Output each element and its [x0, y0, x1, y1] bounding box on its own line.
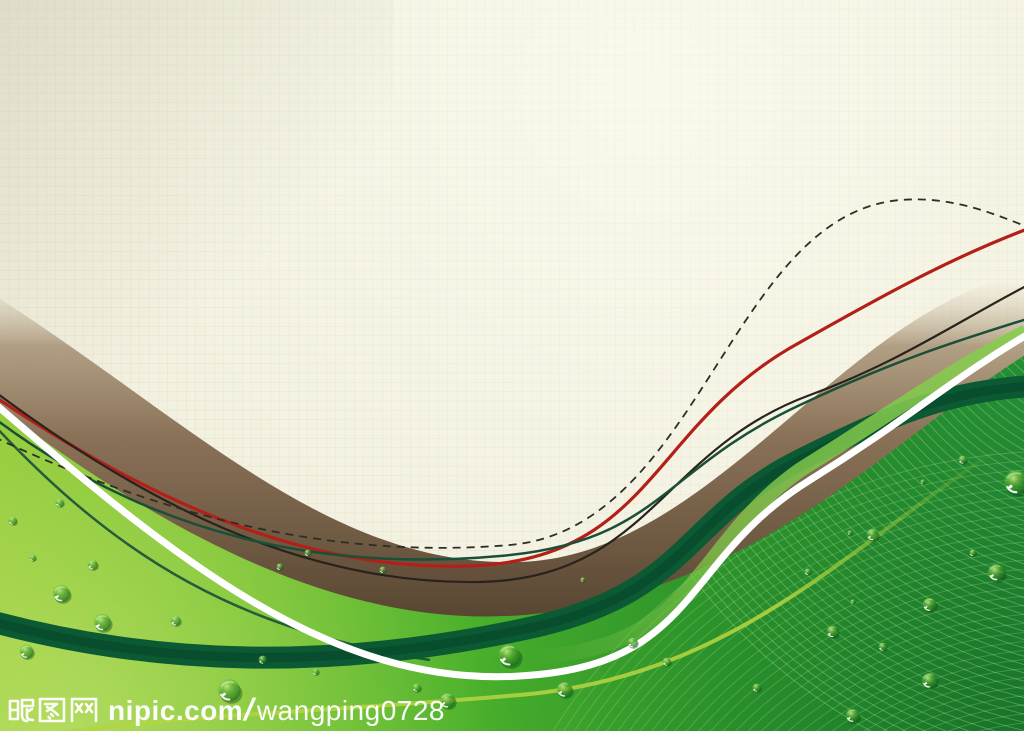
- watermark-site-name-cn: [8, 697, 98, 723]
- red-curve: [0, 228, 1024, 568]
- yellow-green-curve: [57, 446, 1002, 731]
- watermark-username: wangping0728: [256, 695, 445, 726]
- dark-green-thin-curve-upper: [0, 318, 1024, 561]
- watermark: nipic.com / wangping0728: [7, 692, 445, 727]
- green-dark-corner: [0, 355, 1024, 731]
- dashed-curve: [0, 198, 1024, 549]
- light-green-band: [529, 325, 1024, 666]
- watermark-separator: /: [240, 692, 259, 727]
- black-curve: [0, 285, 1024, 584]
- top-left-shade: [0, 0, 394, 394]
- watermark-site-name-en: nipic.com: [108, 695, 244, 726]
